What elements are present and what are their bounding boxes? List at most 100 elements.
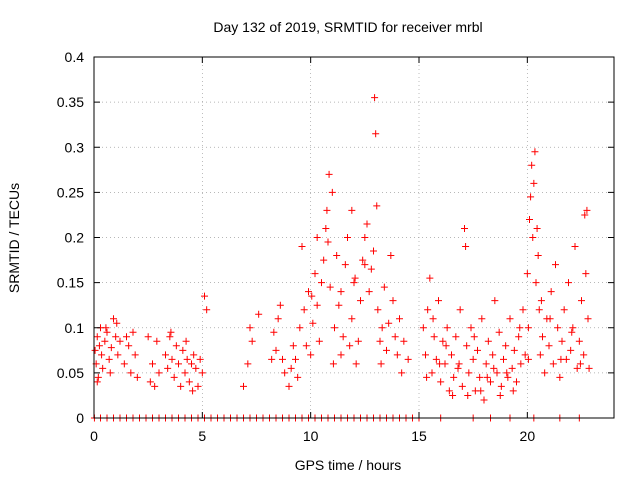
data-point [383,346,390,354]
data-point [307,351,315,359]
data-point [270,328,278,336]
data-point [530,179,538,187]
data-point [583,206,591,214]
data-point [192,364,200,372]
data-point [300,306,308,314]
data-point [398,369,406,377]
x-tick-label: 0 [90,428,98,444]
data-point [168,355,176,363]
data-point [439,337,447,345]
data-point [326,283,334,291]
data-point [539,333,546,341]
data-point [373,202,381,210]
data-point [351,274,359,282]
data-point [519,306,527,314]
data-point [546,315,554,323]
data-point [354,337,362,345]
data-point [513,378,520,386]
data-point [483,373,491,381]
data-point [246,324,254,332]
data-point [461,224,468,232]
data-point [149,360,156,368]
data-point [428,369,436,377]
data-point [292,355,299,363]
data-point [464,391,472,399]
data-point [449,391,457,399]
data-point [110,315,117,323]
data-point [181,369,189,377]
data-point [339,333,347,341]
data-point [315,337,323,345]
data-point [455,360,463,368]
data-point [190,351,198,359]
y-axis-label: SRMTID / TECUs [6,183,22,293]
data-point [504,373,512,381]
data-point [151,382,159,390]
data-point [502,342,510,350]
y-tick-label: 0.05 [57,365,84,381]
data-point [308,292,316,300]
data-point [164,364,172,372]
data-point [580,351,588,359]
data-point [281,369,289,377]
data-point [378,324,386,332]
data-point [318,279,325,287]
data-point [313,234,321,241]
data-point [545,342,553,350]
data-point [482,360,490,368]
data-point [516,324,524,332]
y-tick-label: 0.15 [57,275,84,291]
data-point [107,344,115,352]
data-point [534,252,542,260]
data-point [503,369,511,377]
data-point [533,224,541,232]
data-point [127,369,135,377]
data-point [359,256,367,264]
data-point [585,364,593,372]
data-point [536,351,544,359]
data-point [103,328,111,336]
data-point [123,333,130,341]
data-point [177,382,185,390]
data-point [491,297,499,305]
data-point [584,315,592,323]
data-point [528,161,536,169]
data-point [531,148,539,156]
data-point [380,283,388,291]
data-point [515,333,523,341]
data-point [363,220,371,228]
data-point [547,288,555,296]
data-point [523,270,531,278]
data-point [396,315,403,323]
data-point [346,342,354,350]
data-point [323,206,331,214]
y-tick-label: 0.4 [65,49,85,65]
axis-ticks: 0 0.05 0.1 0.15 0.2 0.25 0.3 0.35 0.4 0 5 10 15 20 [57,49,614,444]
data-point [320,256,328,264]
data-point [344,234,351,241]
data-point [289,342,297,350]
data-point [268,355,276,363]
data-point [105,355,113,363]
data-point [302,342,310,350]
data-point [361,234,369,241]
data-point [452,333,460,341]
data-point [454,364,462,372]
data-point [93,378,101,386]
data-point [361,261,369,269]
data-point [467,324,475,332]
data-point [183,355,191,363]
data-point [331,324,338,332]
data-point [448,351,455,359]
data-point [510,346,518,354]
data-point [477,387,485,395]
data-point [436,360,444,368]
data-point [367,265,375,273]
data-point [287,364,295,372]
data-point [198,369,206,377]
data-point [296,324,304,332]
data-point [188,360,195,368]
data-point [385,319,393,327]
data-point [569,324,577,332]
data-point [129,328,137,336]
